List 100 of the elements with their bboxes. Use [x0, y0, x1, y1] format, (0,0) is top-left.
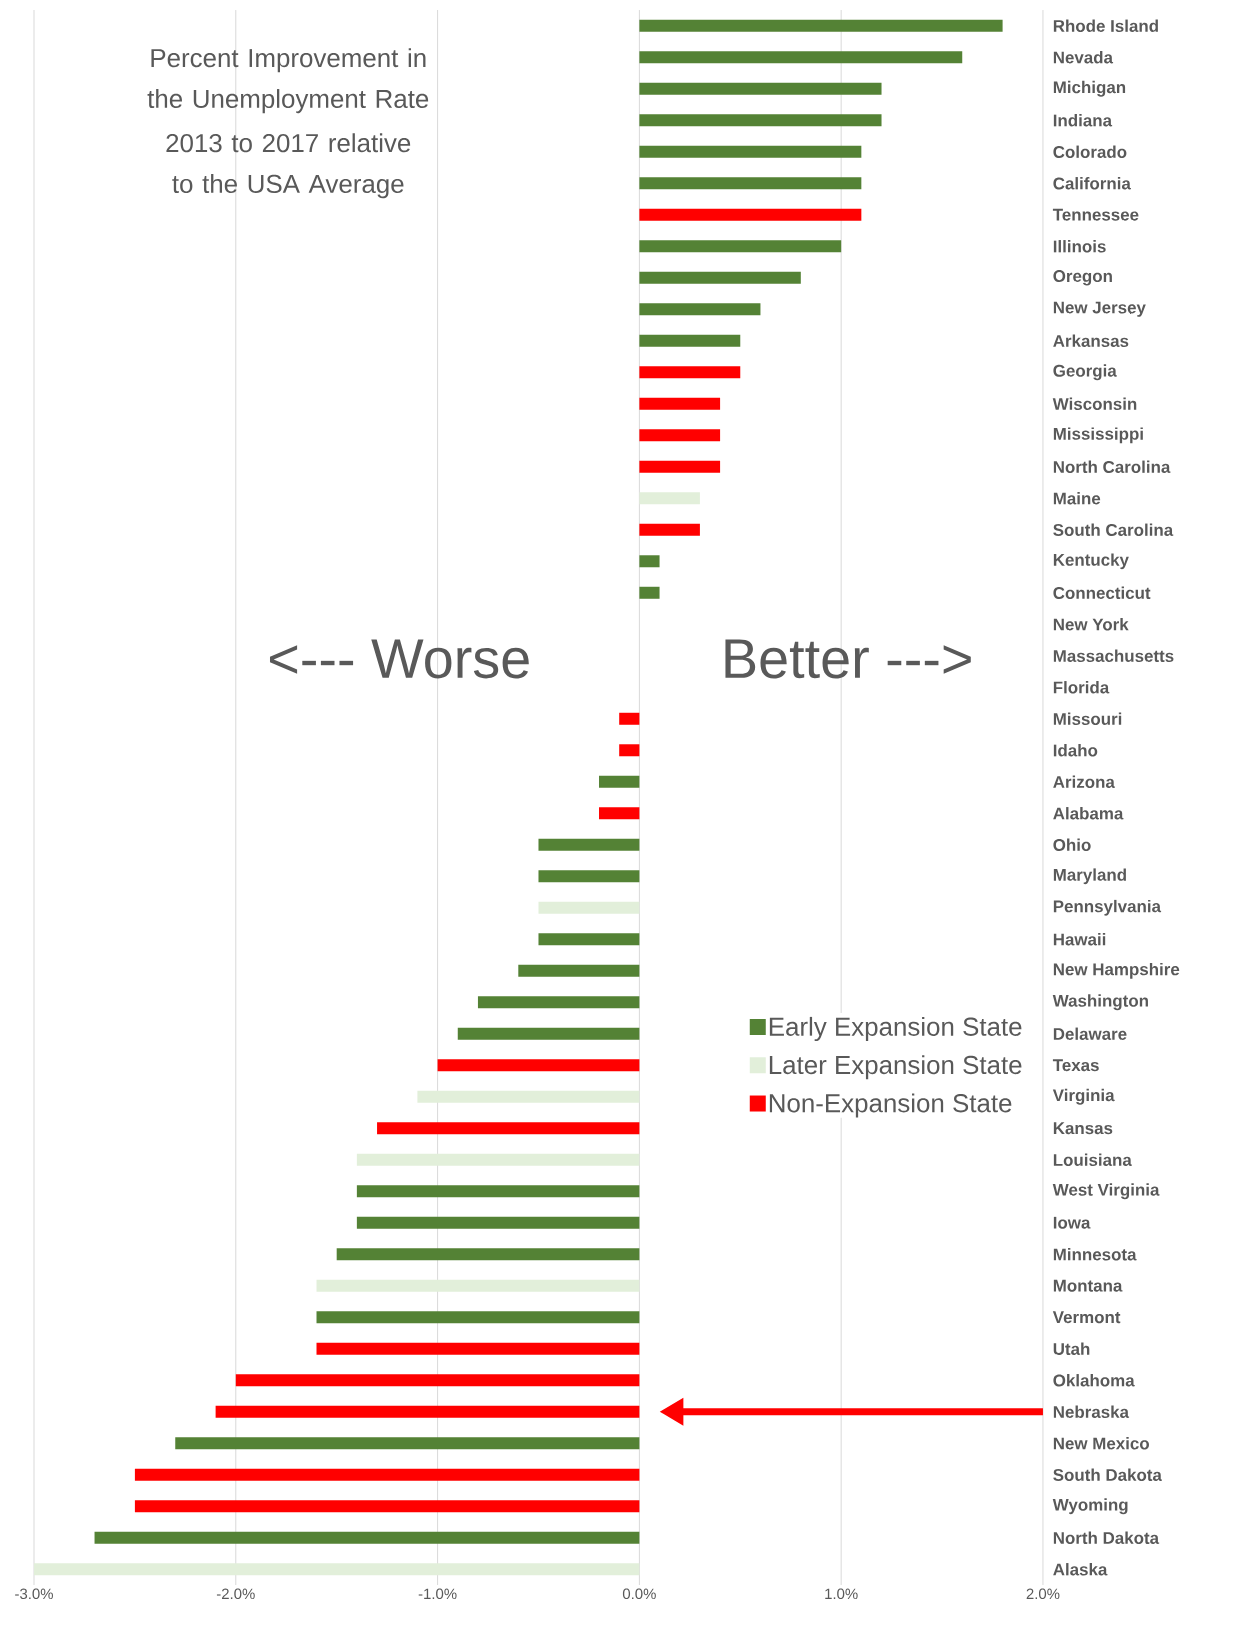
- bar: [175, 1437, 640, 1450]
- y-tick-label: Louisiana: [1053, 1153, 1132, 1166]
- y-tick-label: New Jersey: [1053, 301, 1146, 317]
- bar: [316, 1311, 640, 1324]
- bar: [538, 901, 640, 914]
- y-tick-label: Wisconsin: [1052, 397, 1137, 410]
- y-tick-label: Alaska: [1053, 1563, 1108, 1576]
- y-tick-label: Alabama: [1053, 807, 1124, 820]
- y-tick-label: Nebraska: [1053, 1405, 1130, 1418]
- bar: [477, 996, 640, 1009]
- y-tick-label: Minnesota: [1053, 1248, 1137, 1261]
- bar: [34, 1563, 640, 1576]
- y-tick-label: Mississippi: [1053, 427, 1143, 444]
- legend-label: Later Expansion State: [769, 1055, 1022, 1080]
- bar: [417, 1090, 640, 1103]
- y-tick-label: Montana: [1053, 1279, 1123, 1292]
- y-tick-label: South Dakota: [1053, 1468, 1162, 1481]
- x-tick-label: -2.0%: [216, 1588, 255, 1600]
- annotation: <--- Worse: [269, 639, 529, 679]
- bar: [235, 1374, 640, 1387]
- bar: [639, 586, 660, 599]
- bar: [639, 397, 721, 410]
- bar: [518, 964, 640, 977]
- text: 2013 to 2017 relative to the USA Average: [166, 133, 411, 199]
- bar: [538, 870, 640, 883]
- bar: [619, 712, 640, 725]
- y-tick-label: Florida: [1053, 681, 1110, 694]
- bar: [639, 82, 882, 95]
- bar: [639, 240, 842, 253]
- bar: [215, 1405, 640, 1418]
- x-tick-label: -1.0%: [418, 1588, 457, 1600]
- bar: [639, 271, 801, 284]
- y-tick-label: Indiana: [1053, 114, 1113, 127]
- y-tick-label: California: [1053, 177, 1131, 190]
- bar: [639, 523, 700, 536]
- y-tick-label: Colorado: [1053, 145, 1127, 158]
- y-tick-label: Wyoming: [1052, 1498, 1128, 1515]
- y-tick-label: Rhode Island: [1053, 19, 1158, 32]
- y-tick-label: Washington: [1052, 994, 1148, 1011]
- y-tick-label: Hawaii: [1053, 933, 1106, 946]
- y-tick-label: Maine: [1053, 492, 1101, 505]
- y-tick-label: South Carolina: [1053, 523, 1174, 536]
- bar: [316, 1279, 640, 1292]
- y-tick-label: Michigan: [1053, 80, 1126, 97]
- bar: [599, 775, 640, 788]
- annotation: Better --->: [725, 639, 971, 679]
- text: Percent Improvement in the Unemployment Rate: [147, 48, 429, 114]
- y-tick-label: Iowa: [1053, 1216, 1091, 1229]
- bar: [437, 1059, 640, 1072]
- x-tick-label: 1.0%: [825, 1588, 858, 1600]
- x-tick-label: 2.0%: [1026, 1588, 1060, 1600]
- bar: [134, 1468, 640, 1481]
- y-tick-label: Oregon: [1053, 270, 1112, 286]
- y-tick-label: Delaware: [1053, 1027, 1127, 1040]
- y-tick-label: Idaho: [1053, 744, 1098, 757]
- y-tick-label: Arkansas: [1053, 334, 1129, 347]
- legend-label: Non-Expansion State: [769, 1093, 1012, 1118]
- y-tick-label: Ohio: [1053, 838, 1091, 851]
- y-tick-label: Maryland: [1053, 868, 1126, 885]
- y-tick-label: Missouri: [1053, 712, 1122, 725]
- bar: [639, 51, 963, 64]
- bar: [639, 555, 660, 568]
- y-tick-label: Tennessee: [1052, 208, 1139, 221]
- bar: [538, 933, 640, 946]
- x-tick-label: 0.0%: [622, 1588, 656, 1600]
- bar: [94, 1531, 640, 1544]
- y-tick-label: Utah: [1053, 1342, 1090, 1355]
- y-tick-label: Massachusetts: [1053, 649, 1174, 662]
- bar: [356, 1185, 640, 1198]
- y-tick-label: North Dakota: [1053, 1531, 1160, 1544]
- bar: [639, 177, 862, 190]
- bar: [639, 429, 721, 442]
- y-tick-label: Connecticut: [1053, 586, 1151, 599]
- bar: [356, 1216, 640, 1229]
- bar: [639, 145, 862, 158]
- bar: [639, 460, 721, 473]
- bar: [639, 366, 741, 379]
- x-tick-label: -3.0%: [15, 1588, 53, 1600]
- bar: [639, 334, 741, 347]
- y-tick-label: Texas: [1052, 1059, 1099, 1072]
- y-tick-label: New York: [1053, 618, 1129, 631]
- bar: [619, 744, 640, 757]
- y-tick-label: Kentucky: [1053, 553, 1129, 570]
- legend-label: Early Expansion State: [769, 1016, 1022, 1042]
- bar: [599, 807, 640, 820]
- y-tick-label: North Carolina: [1053, 460, 1171, 473]
- y-tick-label: Arizona: [1053, 775, 1115, 788]
- y-tick-label: Illinois: [1053, 240, 1106, 253]
- y-tick-label: Pennsylvania: [1053, 899, 1162, 916]
- bar: [336, 1248, 640, 1261]
- bar: [639, 492, 700, 505]
- bar: [639, 303, 761, 316]
- bar: [639, 208, 862, 221]
- y-tick-label: Vermont: [1052, 1311, 1121, 1324]
- y-tick-label: New Hampshire: [1053, 962, 1180, 979]
- y-tick-label: Georgia: [1053, 364, 1117, 381]
- bar: [457, 1027, 640, 1040]
- y-tick-label: Kansas: [1053, 1122, 1113, 1135]
- y-tick-label: Oklahoma: [1053, 1374, 1135, 1387]
- y-tick-label: Virginia: [1052, 1088, 1115, 1105]
